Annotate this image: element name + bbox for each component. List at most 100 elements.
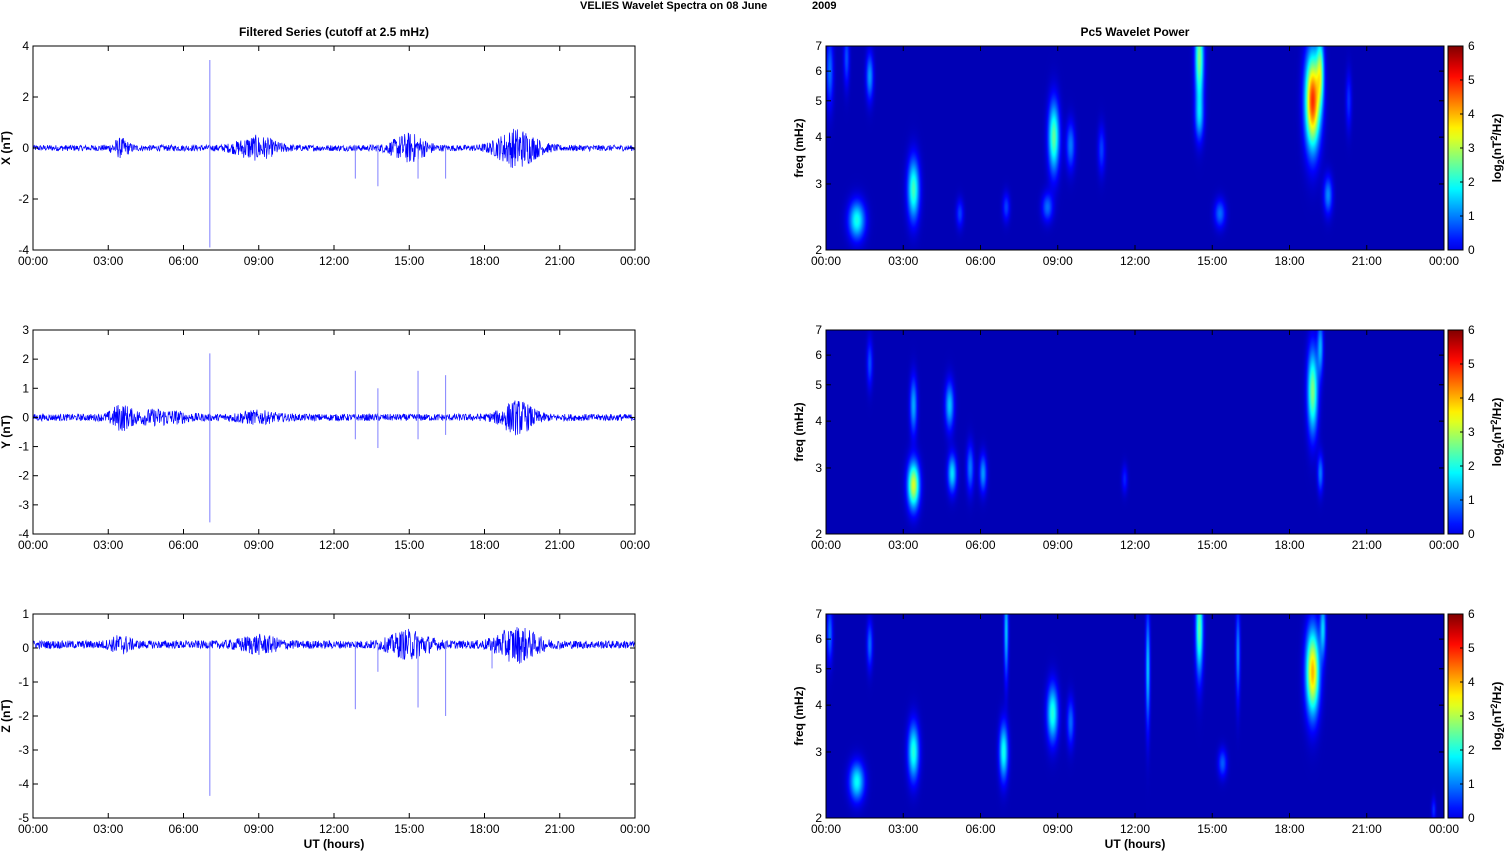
y-tick-label: 1 — [22, 381, 29, 395]
spectrogram-image — [826, 330, 1444, 534]
colorbar-label-part: (nT — [1490, 708, 1504, 727]
x-tick-label: 06:00 — [168, 538, 198, 552]
y-tick-label: 7 — [815, 39, 822, 53]
spectrogram-canvas — [826, 614, 1444, 818]
colorbar-label-part: 2 — [1496, 727, 1506, 732]
colorbar-tick-label: 6 — [1468, 323, 1475, 337]
y-tick-label: 2 — [815, 527, 822, 541]
figure-title-year: 2009 — [812, 0, 836, 12]
x-tick-label: 18:00 — [1274, 538, 1304, 552]
x-tick-label: 18:00 — [1274, 254, 1304, 268]
spectrogram-image — [826, 614, 1444, 818]
y-tick-label: 3 — [22, 323, 29, 337]
x-tick-label: 06:00 — [168, 822, 198, 836]
signal-trace — [32, 128, 636, 168]
y-tick-label: 3 — [815, 745, 822, 759]
x-tick-label: 15:00 — [1197, 822, 1227, 836]
x-tick-label: 00:00 — [1429, 822, 1459, 836]
colorbar-tick-label: 4 — [1468, 675, 1475, 689]
colorbar-tick-label: 1 — [1468, 777, 1475, 791]
colorbar-label-part: 2 — [1496, 159, 1506, 164]
x-tick-label: 00:00 — [1429, 254, 1459, 268]
y-tick-label: -1 — [18, 675, 29, 689]
x-tick-label: 06:00 — [965, 822, 995, 836]
y-tick-label: -1 — [18, 440, 29, 454]
x-tick-label: 03:00 — [93, 822, 123, 836]
x-tick-label: 12:00 — [319, 822, 349, 836]
y-axis-label: Z (nT) — [0, 699, 13, 732]
x-tick-label: 03:00 — [888, 254, 918, 268]
colorbar-tick-label: 4 — [1468, 391, 1475, 405]
plot-frame — [32, 329, 636, 535]
y-tick-label: 1 — [22, 607, 29, 621]
x-tick-label: 15:00 — [1197, 538, 1227, 552]
figure-title: VELIES Wavelet Spectra on 08 June — [580, 0, 767, 12]
y-axis-label: X (nT) — [0, 131, 13, 165]
colorbar-tick-label: 0 — [1468, 243, 1475, 257]
y-tick-label: 3 — [815, 177, 822, 191]
y-tick-label: 5 — [815, 662, 822, 676]
x-tick-label: 15:00 — [394, 822, 424, 836]
signal-trace — [32, 400, 636, 436]
signal-trace — [32, 627, 636, 664]
colorbar-tick-label: 1 — [1468, 493, 1475, 507]
colorbar-tick-label: 5 — [1468, 641, 1475, 655]
colorbar-tick-label: 4 — [1468, 107, 1475, 121]
y-tick-label: -2 — [18, 192, 29, 206]
colorbar-label-part: log — [1490, 732, 1504, 750]
x-tick-label: 00:00 — [620, 822, 650, 836]
y-tick-label: -2 — [18, 469, 29, 483]
y-axis-label: freq (mHz) — [792, 118, 806, 177]
x-tick-label: 21:00 — [1352, 822, 1382, 836]
colorbar-label-part: 2 — [1489, 136, 1499, 141]
x-tick-label: 00:00 — [811, 822, 841, 836]
x-tick-label: 21:00 — [545, 822, 575, 836]
y-tick-label: 4 — [22, 39, 29, 53]
y-tick-label: 5 — [815, 94, 822, 108]
y-tick-label: 2 — [815, 243, 822, 257]
x-tick-label: 09:00 — [1043, 822, 1073, 836]
colorbar-label: log2(nT2/Hz) — [1489, 398, 1505, 467]
colorbar-tick-label: 0 — [1468, 527, 1475, 541]
time-series-panel-left-top: 420-2-400:00 03:00 06:00 09:00 12:00 15:00 18:… — [0, 25, 650, 268]
x-tick-label: 15:00 — [394, 538, 424, 552]
y-tick-label: -5 — [18, 811, 29, 825]
x-tick-label: 21:00 — [545, 538, 575, 552]
x-tick-label: 12:00 — [1120, 254, 1150, 268]
spectrogram-canvas — [826, 330, 1444, 534]
y-tick-label: 7 — [815, 607, 822, 621]
colorbar-label: log2(nT2/Hz) — [1489, 682, 1505, 751]
panel-title: Filtered Series (cutoff at 2.5 mHz) — [239, 25, 429, 39]
x-tick-label: 12:00 — [319, 254, 349, 268]
y-tick-label: -4 — [18, 243, 29, 257]
x-tick-label: 03:00 — [93, 538, 123, 552]
colorbar-label-part: (nT — [1490, 424, 1504, 443]
x-axis-label: UT (hours) — [1105, 837, 1166, 851]
colorbar-label-part: /Hz) — [1490, 682, 1504, 704]
colorbar-label-part: 2 — [1496, 443, 1506, 448]
colorbar-label-part: (nT — [1490, 140, 1504, 159]
colorbar-tick-label: 6 — [1468, 39, 1475, 53]
x-tick-label: 12:00 — [1120, 822, 1150, 836]
y-tick-label: 2 — [22, 90, 29, 104]
x-tick-label: 00:00 — [18, 538, 48, 552]
x-tick-label: 21:00 — [1352, 254, 1382, 268]
x-tick-label: 00:00 — [18, 254, 48, 268]
x-tick-label: 00:00 — [620, 538, 650, 552]
y-axis-label: freq (mHz) — [792, 686, 806, 745]
colorbar-tick-label: 5 — [1468, 357, 1475, 371]
colorbar-tick-label: 3 — [1468, 141, 1475, 155]
x-tick-label: 18:00 — [469, 822, 499, 836]
colorbar-label-part: 2 — [1489, 704, 1499, 709]
x-tick-label: 18:00 — [1274, 822, 1304, 836]
x-axis-label: UT (hours) — [304, 837, 365, 851]
x-tick-label: 09:00 — [244, 538, 274, 552]
colorbar-tick-label: 5 — [1468, 73, 1475, 87]
y-tick-label: -2 — [18, 709, 29, 723]
y-tick-label: 0 — [22, 141, 29, 155]
